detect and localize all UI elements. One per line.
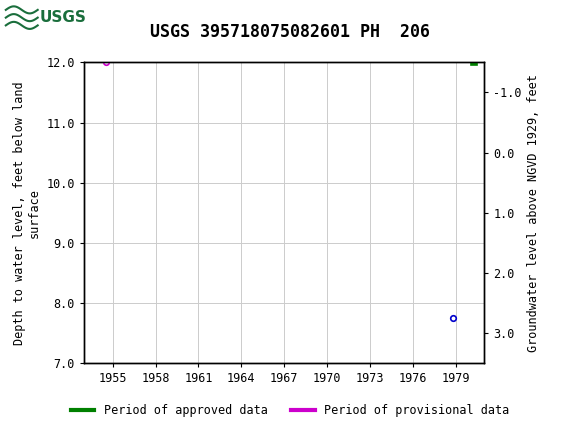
- Y-axis label: Groundwater level above NGVD 1929, feet: Groundwater level above NGVD 1929, feet: [527, 74, 541, 352]
- Bar: [5, 3, 68, 32]
- Y-axis label: Depth to water level, feet below land
surface: Depth to water level, feet below land su…: [13, 81, 41, 345]
- Legend: Period of approved data, Period of provisional data: Period of approved data, Period of provi…: [66, 399, 514, 422]
- Text: USGS: USGS: [39, 10, 86, 25]
- Text: USGS 395718075082601 PH  206: USGS 395718075082601 PH 206: [150, 23, 430, 41]
